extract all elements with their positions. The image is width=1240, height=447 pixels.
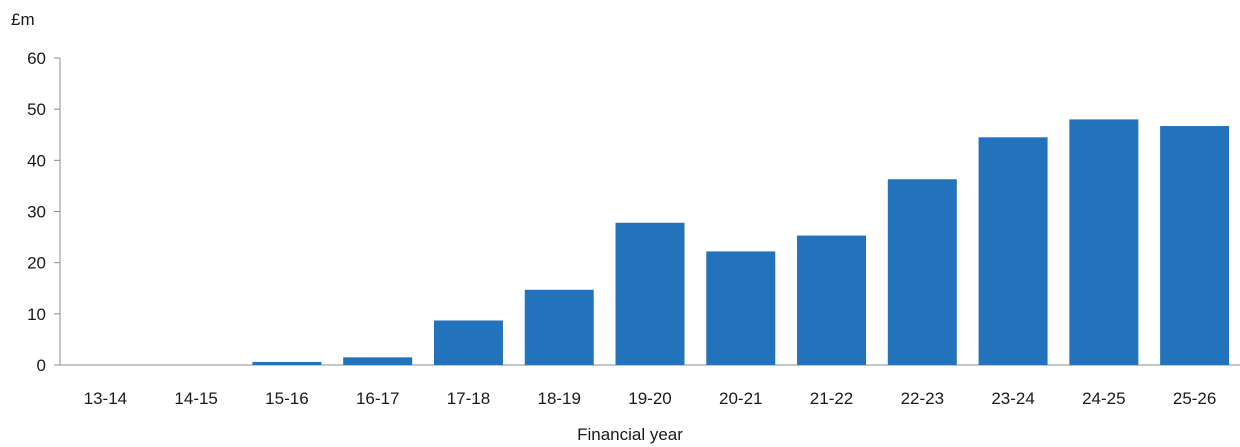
- bar-24-25: [1069, 119, 1139, 366]
- x-tick-label: 17-18: [447, 389, 490, 408]
- y-tick-label: 50: [27, 100, 46, 119]
- y-tick-label: 30: [27, 203, 46, 222]
- y-tick-label: 60: [27, 49, 46, 68]
- x-tick-labels: 13-14 14-15 15-16 16-17 17-18 18-19 19-20 20-21…: [84, 389, 1217, 408]
- bar-20-21: [706, 251, 776, 365]
- bar-16-17: [343, 357, 413, 365]
- bar-17-18: [433, 320, 503, 365]
- bar-21-22: [797, 235, 867, 365]
- bar-19-20: [615, 222, 685, 365]
- y-axis: 0 10 20 30 40 50 60: [27, 49, 61, 375]
- x-tick-label: 16-17: [356, 389, 399, 408]
- x-tick-label: 14-15: [174, 389, 217, 408]
- x-tick-label: 24-25: [1082, 389, 1125, 408]
- bar-18-19: [524, 289, 594, 365]
- x-tick-label: 15-16: [265, 389, 308, 408]
- y-tick-label: 20: [27, 254, 46, 273]
- x-tick-label: 20-21: [719, 389, 762, 408]
- x-tick-label: 19-20: [628, 389, 671, 408]
- x-tick-label: 13-14: [84, 389, 127, 408]
- y-axis-unit-label: £m: [11, 10, 35, 29]
- y-tick-label: 40: [27, 151, 46, 170]
- y-tick-label: 10: [27, 305, 46, 324]
- x-tick-label: 22-23: [901, 389, 944, 408]
- x-tick-label: 25-26: [1173, 389, 1216, 408]
- x-tick-label: 18-19: [537, 389, 580, 408]
- y-tick-label: 0: [37, 356, 46, 375]
- x-tick-label: 21-22: [810, 389, 853, 408]
- bars: [252, 119, 1230, 366]
- bar-22-23: [887, 179, 957, 365]
- x-tick-label: 23-24: [991, 389, 1034, 408]
- bar-15-16: [252, 361, 322, 365]
- bar-23-24: [978, 137, 1048, 365]
- bar-25-26: [1160, 126, 1230, 365]
- x-axis-title: Financial year: [577, 425, 683, 444]
